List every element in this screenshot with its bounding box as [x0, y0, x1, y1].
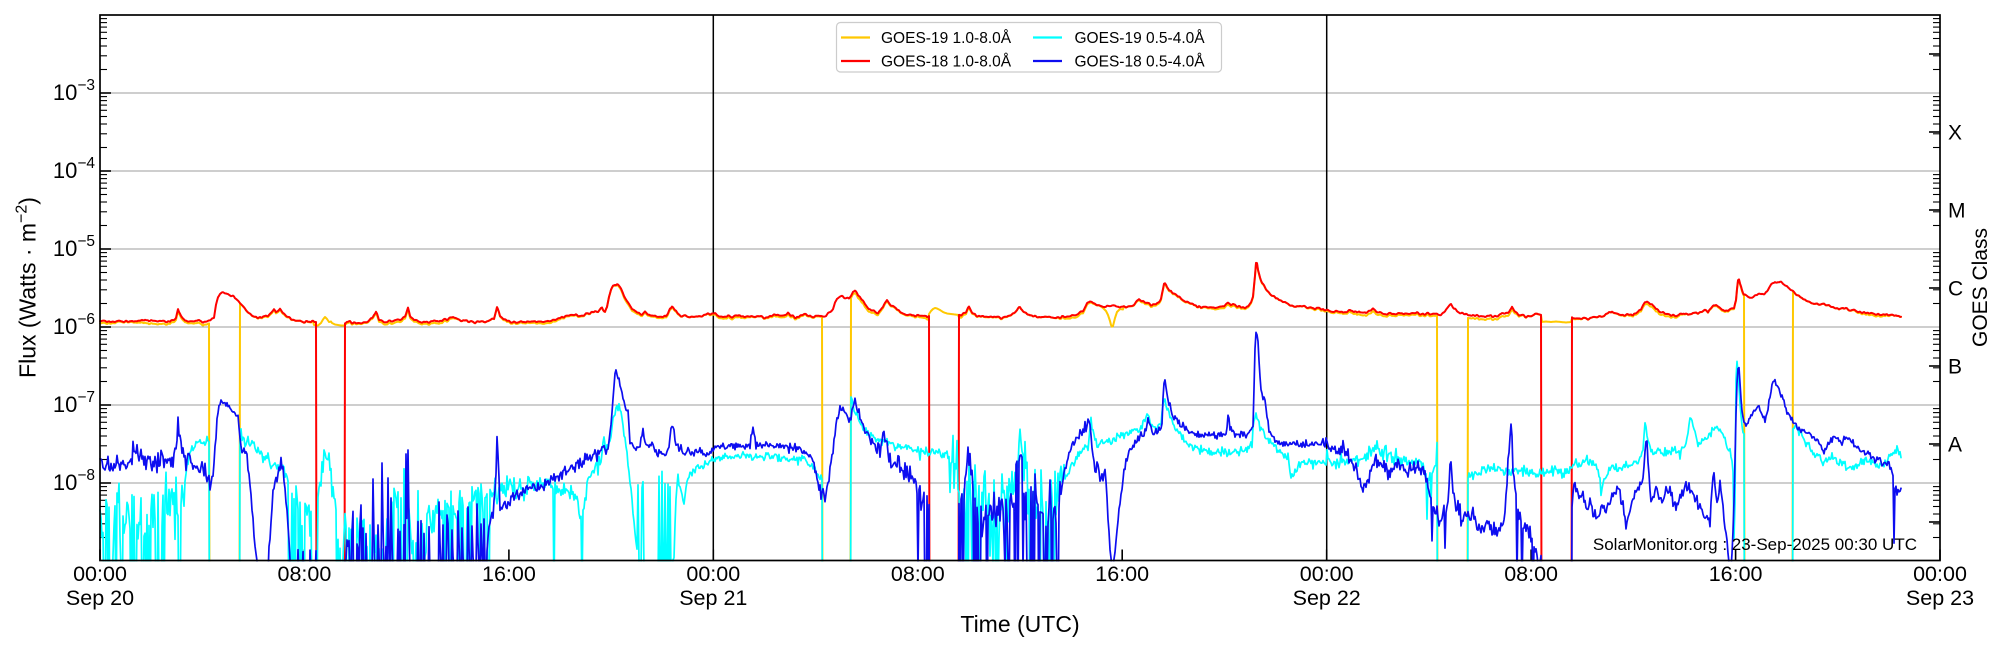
svg-text:00:00: 00:00 — [1913, 562, 1967, 586]
svg-text:SolarMonitor.org : 23-Sep-2025: SolarMonitor.org : 23-Sep-2025 00:30 UTC — [1593, 535, 1917, 554]
svg-text:08:00: 08:00 — [277, 562, 331, 586]
svg-text:Flux (Watts · m−2): Flux (Watts · m−2) — [14, 197, 41, 378]
svg-text:00:00: 00:00 — [1300, 562, 1354, 586]
svg-text:08:00: 08:00 — [891, 562, 945, 586]
svg-text:B: B — [1948, 356, 1962, 379]
svg-text:M: M — [1948, 200, 1966, 223]
svg-text:00:00: 00:00 — [73, 562, 127, 586]
svg-text:08:00: 08:00 — [1504, 562, 1558, 586]
svg-text:GOES Class: GOES Class — [1969, 228, 1992, 347]
svg-text:16:00: 16:00 — [482, 562, 536, 586]
svg-text:Sep 23: Sep 23 — [1906, 586, 1974, 610]
svg-text:10−6: 10−6 — [53, 311, 95, 339]
svg-text:16:00: 16:00 — [1095, 562, 1149, 586]
svg-text:C: C — [1948, 278, 1963, 301]
svg-text:00:00: 00:00 — [686, 562, 740, 586]
svg-text:Sep 21: Sep 21 — [679, 586, 747, 610]
svg-text:10−4: 10−4 — [53, 155, 96, 183]
svg-text:A: A — [1948, 434, 1962, 457]
svg-text:GOES-18 1.0-8.0Å: GOES-18 1.0-8.0Å — [881, 54, 1012, 71]
svg-text:10−3: 10−3 — [53, 77, 95, 105]
svg-text:Time (UTC): Time (UTC) — [960, 611, 1079, 637]
svg-text:X: X — [1948, 122, 1962, 145]
svg-text:16:00: 16:00 — [1709, 562, 1763, 586]
svg-text:Sep 20: Sep 20 — [66, 586, 134, 610]
svg-text:GOES-19 0.5-4.0Å: GOES-19 0.5-4.0Å — [1075, 30, 1206, 47]
svg-text:GOES-19 1.0-8.0Å: GOES-19 1.0-8.0Å — [881, 30, 1012, 47]
svg-text:Sep 22: Sep 22 — [1293, 586, 1361, 610]
svg-text:GOES-18 0.5-4.0Å: GOES-18 0.5-4.0Å — [1075, 54, 1206, 71]
